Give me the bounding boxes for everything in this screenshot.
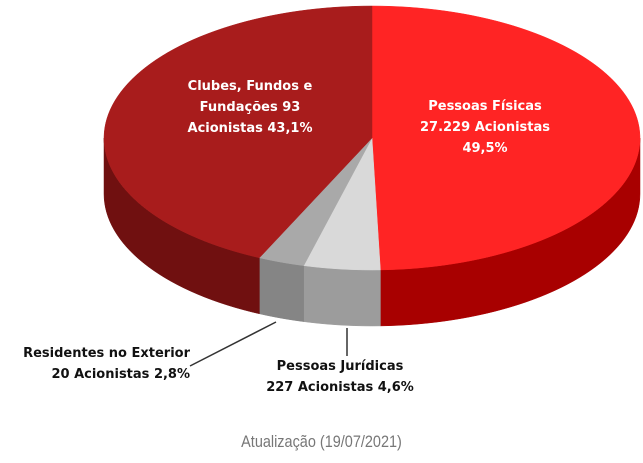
count-label: 27.229 bbox=[419, 120, 471, 135]
count-label: 227 bbox=[266, 380, 294, 395]
category-label: Residentes no Exterior bbox=[23, 346, 190, 361]
value-label: 4,6% bbox=[377, 380, 414, 395]
pie bbox=[103, 5, 641, 327]
slice-side bbox=[303, 265, 381, 327]
count-unit: Acionistas bbox=[187, 121, 263, 136]
category-label: Clubes, Fundos e Fundações bbox=[187, 79, 313, 115]
slice bbox=[371, 5, 641, 271]
category-label: Pessoas Físicas bbox=[428, 99, 542, 114]
count-label: 20 bbox=[51, 367, 70, 382]
slice-label: Residentes no Exterior 20 Acionistas 2,8… bbox=[5, 343, 190, 385]
value-label: 2,8% bbox=[153, 367, 190, 382]
slice-label: Clubes, Fundos e Fundações 93 Acionistas… bbox=[175, 76, 325, 139]
count-unit: Acionistas bbox=[474, 120, 551, 135]
count-unit: Acionistas bbox=[74, 367, 150, 382]
slice bbox=[103, 5, 373, 259]
slice-label: Pessoas Jurídicas 227 Acionistas 4,6% bbox=[240, 356, 440, 398]
slice bbox=[258, 137, 373, 266]
count-label: 93 bbox=[282, 100, 301, 115]
slice bbox=[303, 137, 381, 271]
category-label: Pessoas Jurídicas bbox=[276, 359, 404, 374]
count-unit: Acionistas bbox=[297, 380, 374, 395]
caption: Atualização (19/07/2021) bbox=[241, 432, 402, 451]
value-label: 49,5% bbox=[462, 141, 508, 156]
slice-side bbox=[259, 257, 304, 322]
leader-line bbox=[189, 321, 277, 367]
value-label: 43,1% bbox=[267, 121, 313, 136]
slice-label: Pessoas Físicas 27.229 Acionistas 49,5% bbox=[405, 96, 565, 159]
